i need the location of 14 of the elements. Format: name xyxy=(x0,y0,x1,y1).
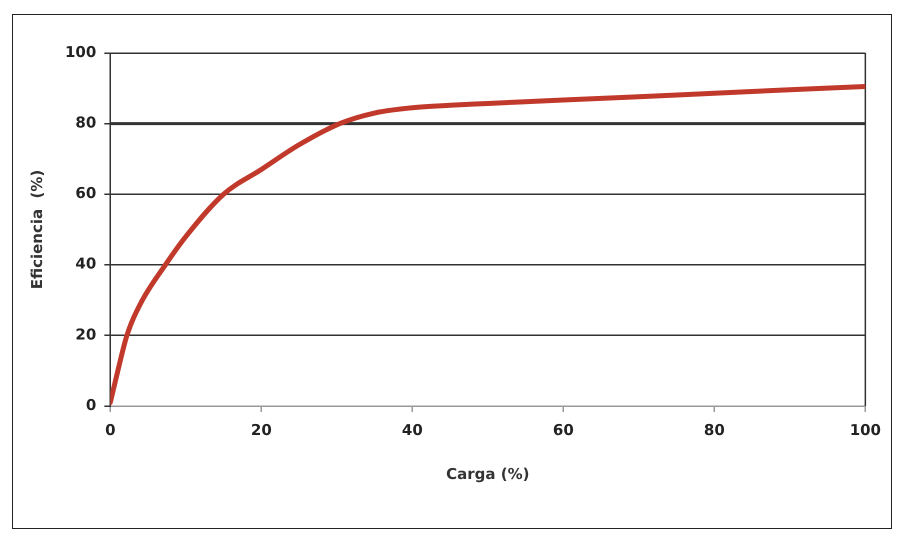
x-tick-label: 80 xyxy=(704,420,725,439)
x-axis-title: Carga (%) xyxy=(446,464,530,483)
x-tick-label: 20 xyxy=(250,420,272,439)
y-tick-label: 0 xyxy=(86,396,96,414)
y-tick-label: 80 xyxy=(75,113,96,132)
y-tick-label: 100 xyxy=(65,42,96,61)
y-axis-title: Eficiencia (%) xyxy=(28,170,46,290)
x-tick-label: 100 xyxy=(850,420,881,439)
x-tick-label: 60 xyxy=(552,420,574,439)
x-tick-label: 0 xyxy=(105,420,116,439)
x-tick-label: 40 xyxy=(402,420,423,439)
y-tick-label: 20 xyxy=(75,325,96,344)
y-tick-label: 60 xyxy=(75,184,96,202)
y-tick-label: 40 xyxy=(75,254,96,273)
